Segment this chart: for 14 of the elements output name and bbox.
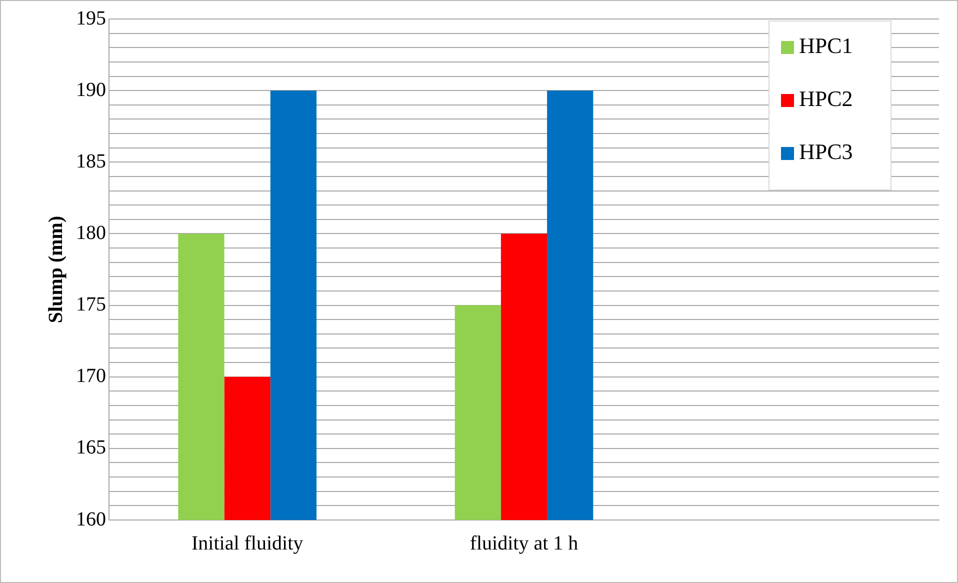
- y-tick-label: 160: [76, 508, 106, 530]
- y-axis-title: Slump (mm): [45, 216, 68, 324]
- y-tick-label: 165: [76, 436, 106, 459]
- y-tick-label: 195: [76, 7, 106, 30]
- y-tick-label: 180: [76, 222, 106, 244]
- legend-label: HPC2: [799, 86, 853, 111]
- y-tick-label: 190: [76, 78, 106, 101]
- x-tick-label: fluidity at 1 h: [470, 532, 578, 554]
- y-tick-label: 175: [76, 294, 106, 316]
- y-tick-label: 185: [76, 150, 106, 172]
- legend-label: HPC3: [799, 138, 853, 164]
- legend-label: HPC1: [799, 32, 853, 58]
- x-tick-label: Initial fluidity: [192, 532, 304, 554]
- y-tick-label: 170: [76, 365, 106, 388]
